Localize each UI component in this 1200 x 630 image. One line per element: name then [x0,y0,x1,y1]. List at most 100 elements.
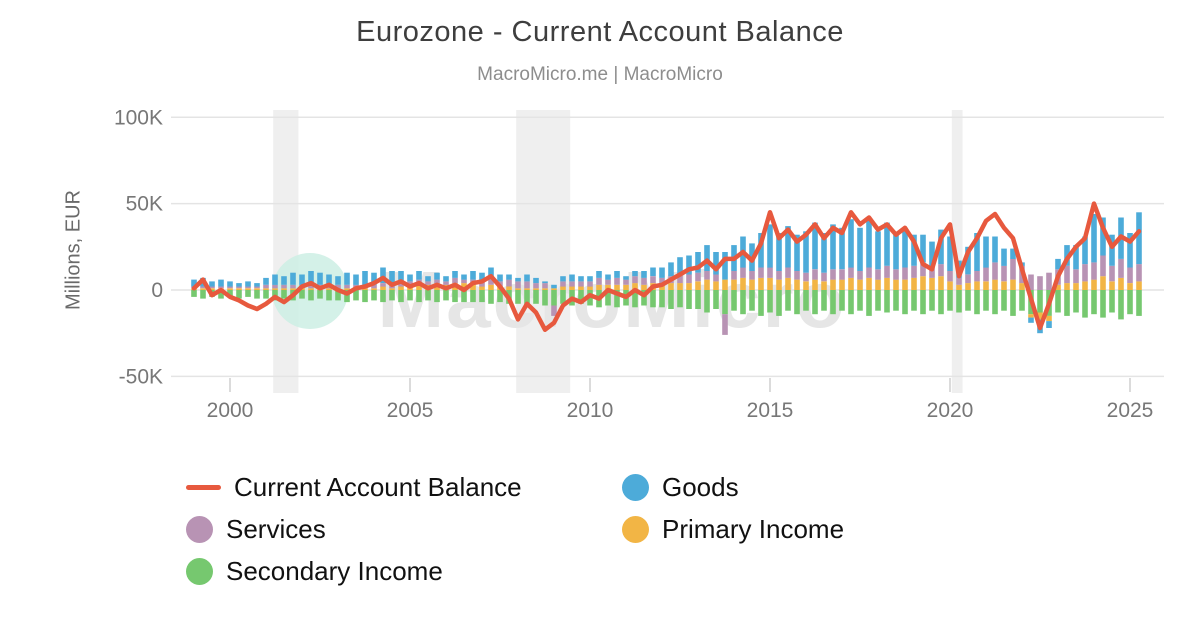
bar [812,222,818,270]
bar [551,305,557,316]
legend-item-secondary-income[interactable]: Secondary Income [186,556,622,587]
bar [839,269,845,280]
bar [803,272,809,282]
bar [920,290,926,315]
bar [200,290,206,299]
bar [533,288,539,290]
bar [830,269,836,280]
bar [623,279,629,285]
bar [1010,290,1016,316]
bar [929,241,935,268]
bar [758,233,764,268]
bar [335,284,341,289]
bar [785,267,791,278]
bar [1127,233,1133,268]
bar [1100,217,1106,256]
bar [587,281,593,287]
bar [974,290,980,315]
bar [443,281,449,285]
bar [1073,245,1079,270]
bar [893,279,899,290]
bar [848,277,854,290]
bar [1109,234,1115,266]
bar [209,286,215,289]
legend-item-services[interactable]: Services [186,514,622,545]
bar [479,281,485,287]
legend-item-primary-income[interactable]: Primary Income [622,514,844,545]
bar [497,274,503,282]
bar [1055,290,1061,313]
bar [794,271,800,280]
bar [236,286,242,289]
bar [407,274,413,282]
bar [605,290,611,306]
bar [623,276,629,280]
bar [398,271,404,284]
bar [560,286,566,290]
bar [1028,274,1034,290]
bar [200,288,206,290]
bar [389,288,395,290]
bar [794,279,800,290]
bar [245,281,251,287]
bar [290,284,296,289]
bar [461,279,467,284]
bar [830,290,836,315]
bar [1136,281,1142,290]
bar [938,290,944,315]
x-tick-label: 2015 [747,399,794,422]
x-tick-label: 2010 [567,399,614,422]
x-tick-label: 2020 [927,399,974,422]
bar [551,290,557,306]
bar [866,277,872,290]
bar [245,286,251,289]
bar [191,290,197,297]
bar [470,271,476,280]
bar [623,284,629,290]
legend-item-current-account-balance[interactable]: Current Account Balance [186,472,622,503]
bar [596,284,602,290]
bar [785,277,791,290]
bar [290,288,296,290]
y-tick-label: 100K [114,106,163,129]
bar [335,290,341,301]
bar [596,271,602,278]
bar [929,267,935,278]
bar [875,269,881,280]
bar [263,290,269,299]
bar [866,267,872,278]
bar [848,267,854,278]
bar [1118,277,1124,290]
y-tick-label: -50K [119,365,163,388]
bar [227,290,233,297]
bar [902,227,908,268]
bar [677,257,683,275]
bar [920,262,926,277]
bar [533,277,539,284]
bar [308,290,314,301]
bar [281,290,287,299]
bar [704,271,710,280]
bar [848,219,854,268]
bar [857,227,863,271]
legend-item-goods[interactable]: Goods [622,472,844,503]
bar [380,283,386,287]
bar [911,265,917,278]
bar [434,290,440,303]
bar [605,274,611,280]
bar [956,284,962,290]
bar [227,281,233,287]
bar [866,290,872,316]
bar [749,290,755,311]
bar [722,279,728,290]
bar [902,290,908,315]
bar [1136,290,1142,316]
bar [254,286,260,289]
bar [965,283,971,290]
x-tick-label: 2000 [207,399,254,422]
bar [1091,279,1097,290]
bar [641,277,647,285]
bar [236,283,242,287]
bar [1055,284,1061,290]
